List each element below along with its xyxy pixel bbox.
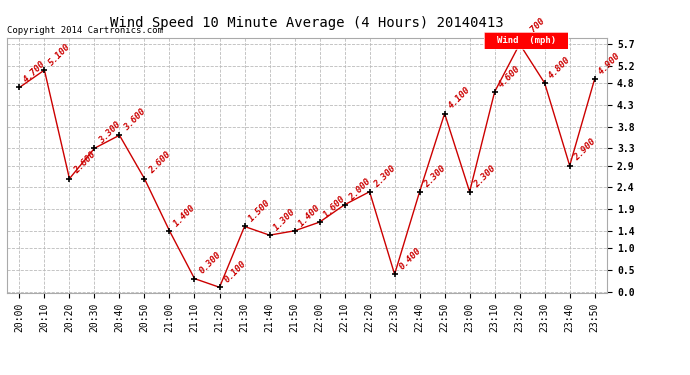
Text: 1.400: 1.400 <box>172 202 197 228</box>
Text: 1.600: 1.600 <box>322 194 348 219</box>
Text: Copyright 2014 Cartronics.com: Copyright 2014 Cartronics.com <box>7 26 163 35</box>
Text: 4.100: 4.100 <box>447 86 473 111</box>
Text: 0.300: 0.300 <box>197 251 223 276</box>
Text: 1.500: 1.500 <box>247 198 273 224</box>
Text: 1.400: 1.400 <box>297 202 323 228</box>
Text: 0.400: 0.400 <box>397 246 423 272</box>
Text: 4.900: 4.900 <box>598 51 623 76</box>
Text: 2.300: 2.300 <box>373 164 397 189</box>
Text: 2.000: 2.000 <box>347 177 373 202</box>
Text: 3.600: 3.600 <box>122 107 148 132</box>
Text: 4.800: 4.800 <box>547 55 573 80</box>
Text: 2.300: 2.300 <box>422 164 448 189</box>
Text: 2.600: 2.600 <box>72 150 97 176</box>
Text: 3.300: 3.300 <box>97 120 123 146</box>
Text: 1.300: 1.300 <box>273 207 297 232</box>
Text: 5.100: 5.100 <box>47 42 72 67</box>
Text: 4.600: 4.600 <box>497 64 523 89</box>
Text: 2.300: 2.300 <box>473 164 497 189</box>
Text: 2.900: 2.900 <box>573 138 598 163</box>
Text: 0.100: 0.100 <box>222 259 248 285</box>
Text: 4.700: 4.700 <box>22 59 48 85</box>
Text: 2.600: 2.600 <box>147 150 172 176</box>
Title: Wind Speed 10 Minute Average (4 Hours) 20140413: Wind Speed 10 Minute Average (4 Hours) 2… <box>110 16 504 30</box>
Text: 5.700: 5.700 <box>522 16 548 41</box>
